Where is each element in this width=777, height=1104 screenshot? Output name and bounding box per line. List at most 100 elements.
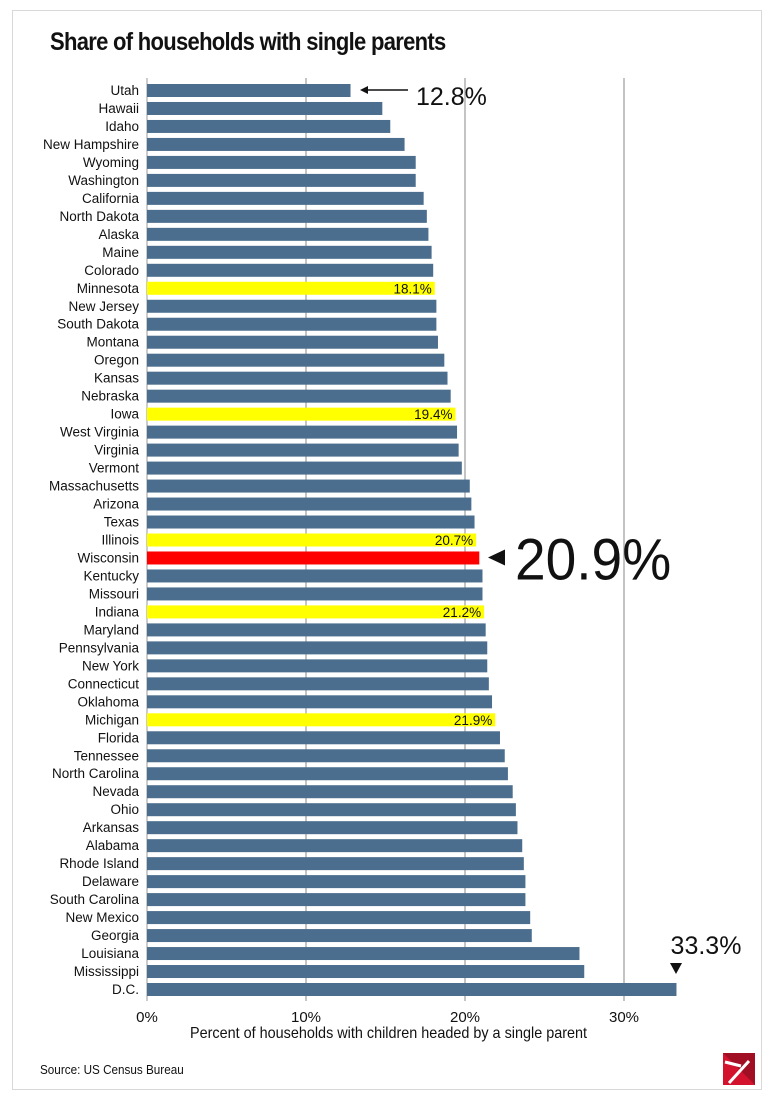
bar-ohio: [147, 803, 516, 817]
x-tick-label: 10%: [291, 1009, 321, 1026]
x-axis-label: Percent of households with children head…: [189, 1025, 588, 1042]
category-label: Colorado: [84, 263, 139, 278]
bar-kentucky: [147, 569, 483, 583]
category-label: Wyoming: [83, 155, 139, 170]
category-label: Wisconsin: [77, 550, 139, 565]
category-label: Arizona: [93, 497, 139, 512]
bar-utah: [147, 84, 351, 97]
bar-minnesota: [147, 281, 435, 295]
bar-iowa: [147, 407, 456, 421]
category-label: Alaska: [98, 227, 139, 242]
bar-vermont: [147, 461, 462, 475]
bar-oregon: [147, 353, 445, 367]
bar-texas: [147, 515, 475, 529]
category-label: Alabama: [86, 838, 140, 853]
category-label: New Mexico: [65, 910, 139, 925]
category-label: California: [82, 191, 140, 206]
category-label: Ohio: [110, 802, 139, 817]
category-label: New Hampshire: [43, 137, 139, 152]
bar-new-jersey: [147, 299, 437, 313]
category-label: Hawaii: [98, 101, 139, 116]
source-note: Source: US Census Bureau: [40, 1062, 184, 1077]
category-label: Washington: [68, 173, 139, 188]
bar-alaska: [147, 227, 429, 241]
bar-massachusetts: [147, 479, 470, 493]
bar-west-virginia: [147, 425, 458, 439]
bar-arkansas: [147, 821, 518, 835]
category-label: Rhode Island: [59, 856, 139, 871]
category-label: Tennessee: [74, 748, 139, 763]
category-label: Nebraska: [81, 389, 139, 404]
category-label: Minnesota: [77, 281, 140, 296]
bar-oklahoma: [147, 695, 493, 709]
bar-montana: [147, 335, 438, 349]
bar-d-c-: [147, 983, 677, 996]
x-tick-label: 30%: [609, 1009, 639, 1026]
arrowhead-icon: [360, 86, 368, 94]
annotation-label: 20.9%: [515, 527, 671, 592]
category-label: Utah: [110, 83, 139, 98]
category-label: Kansas: [94, 371, 139, 386]
bar-missouri: [147, 587, 483, 601]
x-tick-label: 0%: [136, 1009, 158, 1026]
bar-new-mexico: [147, 911, 531, 925]
bar-kansas: [147, 371, 448, 385]
bar-wyoming: [147, 155, 416, 169]
category-label: Pennsylvania: [59, 640, 140, 655]
category-label: New Jersey: [68, 299, 139, 314]
bar-michigan: [147, 713, 496, 727]
bar-illinois: [147, 533, 477, 547]
bar-idaho: [147, 119, 391, 133]
category-label: D.C.: [112, 982, 139, 997]
chart-title: Share of households with single parents: [50, 28, 446, 56]
bar-louisiana: [147, 947, 580, 961]
category-label: Virginia: [94, 443, 139, 458]
bar-south-dakota: [147, 317, 437, 331]
chart-frame: [12, 10, 762, 1090]
bar-new-york: [147, 659, 488, 673]
bar-nevada: [147, 785, 513, 799]
arrowhead-icon: [670, 963, 682, 974]
data-label: 18.1%: [394, 281, 432, 296]
category-label: Georgia: [91, 928, 140, 943]
bar-north-dakota: [147, 209, 427, 223]
bar-north-carolina: [147, 767, 508, 781]
annotation-label: 12.8%: [416, 83, 487, 111]
data-label: 19.4%: [414, 407, 452, 422]
category-label: Arkansas: [83, 820, 140, 835]
category-label: Indiana: [95, 604, 140, 619]
bar-washington: [147, 173, 416, 187]
category-label: Maryland: [83, 622, 139, 637]
category-label: Oklahoma: [77, 694, 139, 709]
bar-pennsylvania: [147, 641, 488, 655]
bar-maine: [147, 245, 432, 259]
bar-arizona: [147, 497, 472, 511]
bar-mississippi: [147, 965, 585, 979]
bar-south-carolina: [147, 893, 526, 907]
bar-delaware: [147, 875, 526, 889]
category-label: Massachusetts: [49, 479, 139, 494]
category-label: Idaho: [105, 119, 139, 134]
category-label: Illinois: [101, 533, 139, 548]
bar-wisconsin: [147, 551, 480, 565]
bar-tennessee: [147, 749, 505, 763]
bar-georgia: [147, 929, 532, 943]
category-label: North Dakota: [59, 209, 139, 224]
bar-virginia: [147, 443, 459, 457]
x-tick-label: 20%: [450, 1009, 480, 1026]
category-label: Louisiana: [81, 946, 139, 961]
data-label: 21.9%: [454, 713, 492, 728]
category-label: South Carolina: [50, 892, 140, 907]
annotation-label: 33.3%: [671, 932, 742, 960]
category-label: Iowa: [110, 407, 139, 422]
category-label: Florida: [98, 730, 140, 745]
category-label: West Virginia: [60, 425, 140, 440]
data-label: 20.7%: [435, 533, 473, 548]
category-label: Texas: [104, 515, 140, 530]
bar-connecticut: [147, 677, 489, 691]
bar-colorado: [147, 263, 434, 277]
category-label: Michigan: [85, 712, 139, 727]
category-label: Mississippi: [74, 964, 139, 979]
category-label: Connecticut: [68, 676, 140, 691]
